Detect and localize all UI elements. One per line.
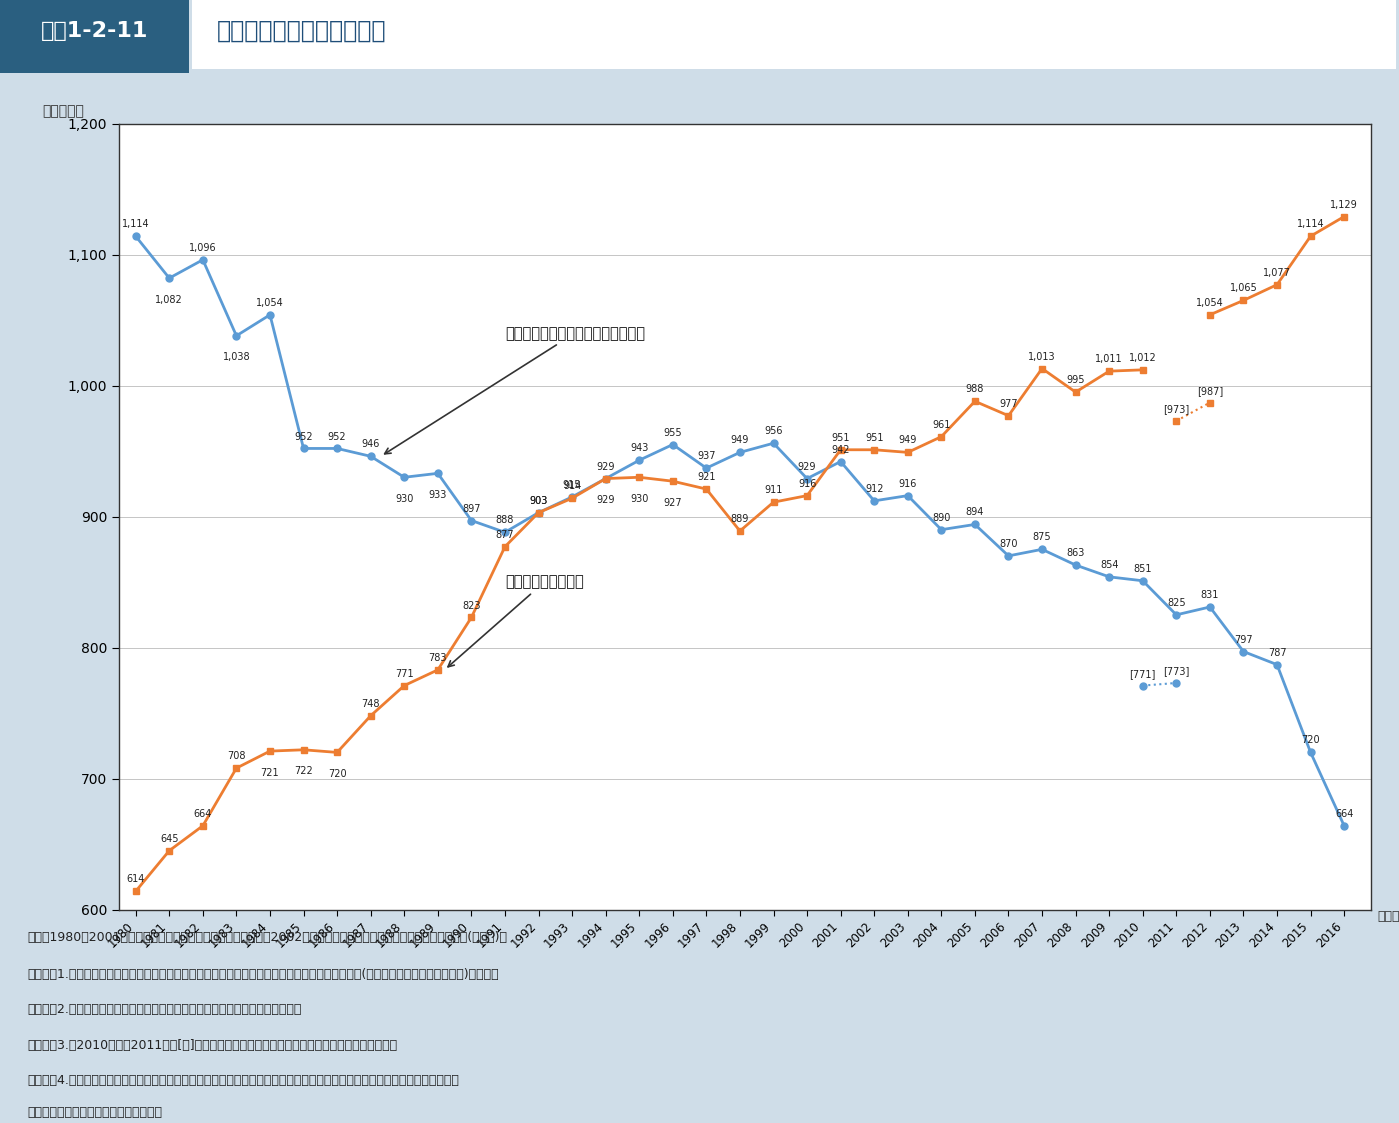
Text: 722: 722 xyxy=(294,767,313,776)
Text: 1,096: 1,096 xyxy=(189,243,217,253)
Text: 870: 870 xyxy=(999,539,1017,549)
Text: 645: 645 xyxy=(159,833,179,843)
Text: 949: 949 xyxy=(898,436,916,446)
Bar xyxy=(192,0,1396,69)
Text: 929: 929 xyxy=(596,462,616,472)
Text: 977: 977 xyxy=(999,399,1018,409)
Text: （万世帯）: （万世帯） xyxy=(42,104,84,118)
Text: 914: 914 xyxy=(562,482,581,491)
Text: 875: 875 xyxy=(1032,532,1052,542)
Text: 915: 915 xyxy=(562,480,582,490)
Text: [987]: [987] xyxy=(1196,385,1223,395)
Text: 912: 912 xyxy=(865,484,883,494)
Text: （注）　1.　「男性雇用者と無業の妻からなる世帯」とは、夫が非農林業雇用者で、妻が非就業者(非労働力人口及び完全失業者)の世帯。: （注） 1. 「男性雇用者と無業の妻からなる世帯」とは、夫が非農林業雇用者で、妻… xyxy=(28,968,499,982)
Text: [771]: [771] xyxy=(1129,668,1156,678)
Text: 男性雇用者と無業の妻からなる世帯: 男性雇用者と無業の妻からなる世帯 xyxy=(385,326,645,454)
Text: 929: 929 xyxy=(596,495,616,505)
Text: 771: 771 xyxy=(395,668,414,678)
Text: 1,054: 1,054 xyxy=(256,298,284,308)
Text: 共働き等世帯数の年次推移: 共働き等世帯数の年次推移 xyxy=(217,19,386,43)
Text: 955: 955 xyxy=(663,428,683,438)
Text: 933: 933 xyxy=(428,490,448,500)
Text: 825: 825 xyxy=(1167,597,1185,608)
Text: 929: 929 xyxy=(797,462,817,472)
Text: 890: 890 xyxy=(932,513,950,522)
Text: 894: 894 xyxy=(965,508,983,518)
Text: 897: 897 xyxy=(462,503,481,513)
Text: 1,129: 1,129 xyxy=(1330,200,1358,210)
Text: [773]: [773] xyxy=(1163,666,1189,676)
Text: 854: 854 xyxy=(1100,560,1118,569)
Text: 988: 988 xyxy=(965,384,983,394)
Text: 1,065: 1,065 xyxy=(1230,283,1258,293)
Text: 787: 787 xyxy=(1267,648,1286,658)
Text: 797: 797 xyxy=(1234,634,1252,645)
Bar xyxy=(0,0,189,73)
Text: 930: 930 xyxy=(395,494,414,504)
Text: 956: 956 xyxy=(764,427,783,436)
Text: 888: 888 xyxy=(495,515,515,526)
Text: 4.　「労働力調査特別調査」と「労働力調査（詳細集計）」とでは、調査方法、調査月などが相違することから、時系: 4. 「労働力調査特別調査」と「労働力調査（詳細集計）」とでは、調査方法、調査月… xyxy=(28,1074,460,1087)
Text: 721: 721 xyxy=(260,768,280,778)
Text: 708: 708 xyxy=(227,751,246,761)
Text: 927: 927 xyxy=(663,497,683,508)
Text: 1,082: 1,082 xyxy=(155,295,183,304)
Text: 995: 995 xyxy=(1066,375,1084,385)
Text: 1,011: 1,011 xyxy=(1095,354,1123,364)
Text: 3.　2010年及び2011年の[　]内の実数は、岩手県、宮城県及び福島県を除く全国の結果。: 3. 2010年及び2011年の[ ]内の実数は、岩手県、宮城県及び福島県を除く… xyxy=(28,1039,397,1052)
Text: 720: 720 xyxy=(327,769,347,779)
Text: （年）: （年） xyxy=(1378,910,1399,923)
Text: 951: 951 xyxy=(865,432,883,442)
Text: 921: 921 xyxy=(697,472,716,482)
Text: 943: 943 xyxy=(630,444,648,454)
Text: 949: 949 xyxy=(730,436,748,446)
Text: 1,114: 1,114 xyxy=(1297,219,1325,229)
Text: 930: 930 xyxy=(630,494,648,504)
Text: 937: 937 xyxy=(697,451,716,462)
Text: 748: 748 xyxy=(361,699,381,709)
Text: 1,114: 1,114 xyxy=(122,219,150,229)
Text: 列比較には注意を要する。: 列比較には注意を要する。 xyxy=(28,1105,162,1119)
Text: 2.　「雇用者の共働き世帯」とは、夫婦ともに非農林業雇用者の世帯。: 2. 「雇用者の共働き世帯」とは、夫婦ともに非農林業雇用者の世帯。 xyxy=(28,1004,302,1016)
Text: 図表1-2-11: 図表1-2-11 xyxy=(41,21,148,40)
Text: 851: 851 xyxy=(1133,564,1151,574)
Text: 877: 877 xyxy=(495,530,515,540)
Text: 903: 903 xyxy=(529,495,548,505)
Text: 952: 952 xyxy=(327,431,347,441)
Text: 720: 720 xyxy=(1301,736,1319,746)
Text: 1,012: 1,012 xyxy=(1129,353,1157,363)
Text: 1,054: 1,054 xyxy=(1196,298,1224,308)
Text: 1,077: 1,077 xyxy=(1263,267,1291,277)
Text: 664: 664 xyxy=(1335,809,1353,819)
Text: 雇用者の共働き世帯: 雇用者の共働き世帯 xyxy=(448,575,583,667)
Text: [973]: [973] xyxy=(1163,404,1189,414)
Text: 664: 664 xyxy=(193,809,213,819)
Text: 961: 961 xyxy=(932,420,950,430)
Text: 946: 946 xyxy=(361,439,381,449)
Text: 783: 783 xyxy=(428,652,448,663)
Text: 614: 614 xyxy=(126,875,145,884)
Text: 911: 911 xyxy=(764,485,782,495)
Text: 1,013: 1,013 xyxy=(1028,351,1056,362)
Text: 916: 916 xyxy=(797,478,816,489)
Text: 951: 951 xyxy=(831,432,849,442)
Text: 916: 916 xyxy=(898,478,916,489)
Text: 823: 823 xyxy=(462,601,481,611)
Text: 942: 942 xyxy=(831,445,849,455)
Text: 889: 889 xyxy=(730,514,748,524)
Text: 903: 903 xyxy=(529,495,548,505)
Text: 資料：1980〜2001年は総務省統計局「労働力調査特別調査」、2002年以降は総務省統計局「労働力調査（詳細集計）(年平均)」: 資料：1980〜2001年は総務省統計局「労働力調査特別調査」、2002年以降は… xyxy=(28,931,508,943)
Text: 952: 952 xyxy=(294,431,313,441)
Text: 1,038: 1,038 xyxy=(222,353,250,363)
Text: 863: 863 xyxy=(1066,548,1084,558)
Text: 831: 831 xyxy=(1200,590,1219,600)
